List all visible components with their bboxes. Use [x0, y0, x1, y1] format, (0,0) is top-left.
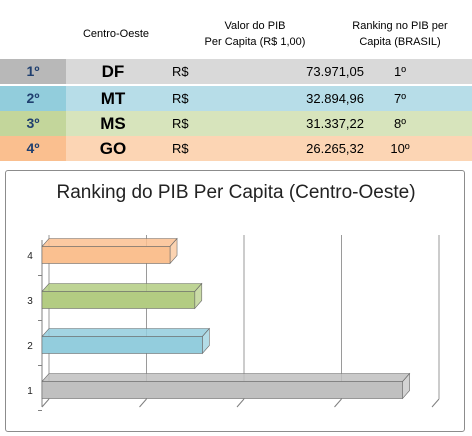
header-region: Centro-Oeste [82, 28, 150, 40]
brasil-rank-cell: 7º [394, 91, 406, 106]
bar-top-face [41, 373, 411, 382]
bar-top-face [41, 238, 178, 247]
bar-top-face [41, 328, 211, 337]
gridline-base [139, 398, 147, 408]
state-cell: MS [100, 114, 126, 133]
table-row: 4º GO R$ 26.265,32 10º [0, 136, 472, 161]
gridline-base [431, 398, 440, 408]
table-row: 2º MT R$ 32.894,96 7º [0, 86, 472, 111]
y-tick-label: 2 [27, 341, 33, 352]
header-ranking-line2: Capita (BRASIL) [359, 36, 441, 48]
header-value-line2: Per Capita (R$ 1,00) [204, 36, 306, 48]
gridline-base [41, 398, 50, 408]
state-cell: MT [100, 89, 126, 108]
value-cell: 26.265,32 [306, 141, 364, 156]
y-tick-label: 4 [27, 251, 33, 262]
chart-title: Ranking do PIB Per Capita (Centro-Oeste) [56, 182, 416, 203]
header-ranking-line1: Ranking no PIB per [352, 20, 448, 32]
value-cell: 32.894,96 [306, 91, 364, 106]
rank-cell: 4º [0, 136, 66, 161]
header-ranking: Ranking no PIB per Capita (BRASIL) [340, 18, 460, 50]
bar-top-face [41, 283, 203, 292]
rank-cell: 1º [0, 59, 66, 84]
state-cell: GO [99, 139, 127, 158]
currency-cell: R$ [172, 141, 189, 156]
state-cell: DF [101, 62, 125, 81]
currency-cell: R$ [172, 91, 189, 106]
gridline-base [236, 398, 245, 408]
brasil-rank-cell: 8º [394, 116, 406, 131]
bar [41, 291, 196, 309]
table-header: Centro-Oeste Valor do PIB Per Capita (R$… [0, 0, 472, 58]
rank-cell: 3º [0, 111, 66, 136]
bar [41, 381, 403, 399]
brasil-rank-cell: 10º [390, 141, 410, 156]
brasil-rank-cell: 1º [394, 64, 406, 79]
gridline-base [334, 398, 342, 408]
currency-cell: R$ [172, 116, 189, 131]
table-row: 3º MS R$ 31.337,22 8º [0, 111, 472, 136]
y-tick-label: 1 [27, 386, 33, 397]
bar [41, 336, 203, 354]
value-cell: 31.337,22 [306, 116, 364, 131]
value-cell: 73.971,05 [306, 64, 364, 79]
currency-cell: R$ [172, 64, 189, 79]
header-value: Valor do PIB Per Capita (R$ 1,00) [190, 18, 320, 50]
y-tick-label: 3 [27, 296, 33, 307]
bar [41, 246, 171, 264]
rank-cell: 2º [0, 86, 66, 111]
header-value-line1: Valor do PIB [224, 20, 286, 32]
table-row: 1º DF R$ 73.971,05 1º [0, 59, 472, 84]
